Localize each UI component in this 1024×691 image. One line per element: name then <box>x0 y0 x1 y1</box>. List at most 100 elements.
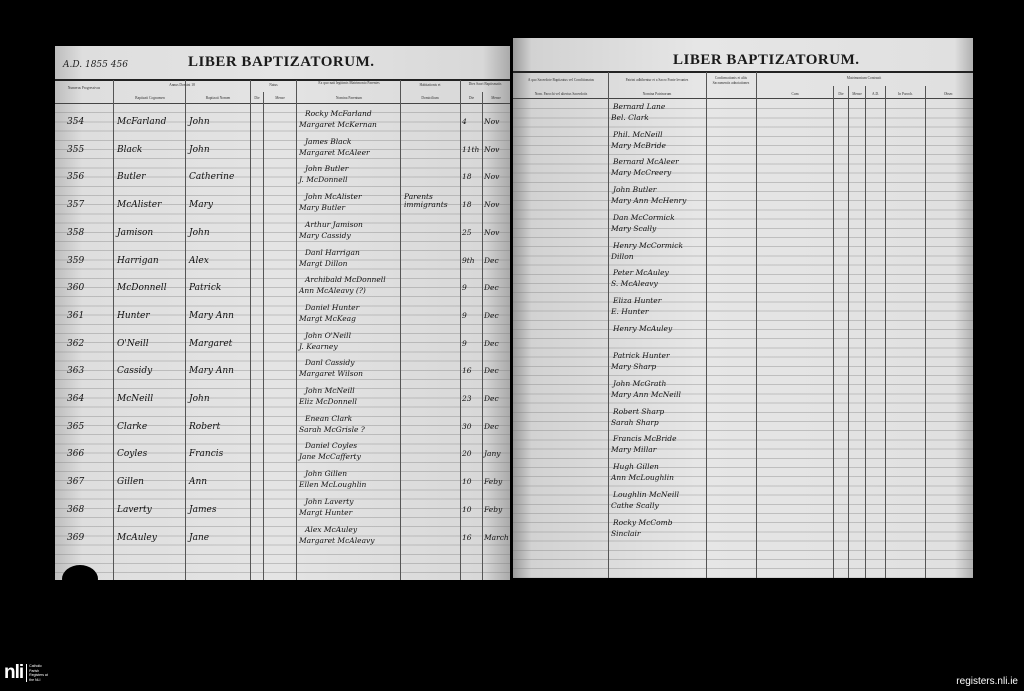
given-name: Robert <box>189 421 221 432</box>
father-name: Danl Harrigan <box>305 247 360 257</box>
godfather-name: Henry McAuley <box>613 323 673 333</box>
baptism-month: Feby <box>484 477 503 487</box>
surname: Black <box>117 144 143 155</box>
godmother-name: S. McAleavy <box>611 279 658 289</box>
header-natus: Natus <box>269 83 278 87</box>
residence: Parents immigrants <box>404 192 448 210</box>
godfather-name: Bernard Lane <box>613 102 666 111</box>
baptism-day: 20 <box>462 449 472 459</box>
entry-number: 357 <box>67 200 85 211</box>
mother-name: Ann McAleavy (?) <box>299 286 366 296</box>
header-cognomen: Baptizati Cognomen <box>135 96 165 100</box>
baptism-month: Dec <box>484 394 499 403</box>
godmother-name: Bel. Clark <box>611 113 649 122</box>
entry-number: 368 <box>67 504 85 515</box>
godfather-name: Loughlin McNeill <box>613 489 680 499</box>
godmother-name: Cathe Scally <box>611 500 659 510</box>
entry-number: 369 <box>67 532 85 543</box>
godmother-name: Mary McBride <box>611 140 666 150</box>
entry-number: 364 <box>67 394 85 404</box>
logo-mark: nli <box>4 662 24 683</box>
baptism-month: Dec <box>484 255 499 265</box>
given-name: Mary <box>189 200 213 211</box>
baptism-month: Nov <box>484 200 500 210</box>
entry-number: 354 <box>67 117 85 127</box>
column-divider <box>865 86 866 578</box>
header-paroch: In Paroch. <box>898 92 913 96</box>
entry-number: 365 <box>67 421 85 432</box>
godmother-name: Mary Scally <box>611 223 657 233</box>
baptism-day: 9th <box>462 255 475 265</box>
logo-text: Catholic Parish Registers at the NLI <box>26 664 51 682</box>
godfather-name: Phil. McNeill <box>613 129 663 139</box>
left-register-page: A.D. 1855 456 LIBER BAPTIZATORUM. Numeru… <box>55 46 510 580</box>
baptism-month: Dec <box>484 421 499 431</box>
surname: Laverty <box>117 504 152 515</box>
column-divider <box>848 86 849 578</box>
column-divider <box>833 86 834 578</box>
father-name: Daniel Coyles <box>305 441 358 451</box>
mother-name: Margaret McKernan <box>299 120 377 129</box>
baptism-month: Dec <box>484 366 499 376</box>
header-natus-die: Die <box>254 96 260 100</box>
baptism-month: Nov <box>484 172 500 182</box>
ink-blot <box>62 565 98 593</box>
surname: Clarke <box>117 421 148 432</box>
mother-name: J. McDonnell <box>299 175 348 185</box>
header-cum: Cum <box>791 92 799 96</box>
godfather-name: Francis McBride <box>613 434 677 444</box>
given-name: Catherine <box>189 172 235 183</box>
entry-number: 359 <box>67 255 85 266</box>
godfather-name: Eliza Hunter <box>613 295 662 305</box>
site-link[interactable]: registers.nli.ie <box>956 676 1018 687</box>
given-name: Alex <box>189 255 209 266</box>
nli-logo[interactable]: nli Catholic Parish Registers at the NLI <box>4 662 51 684</box>
entry-number: 366 <box>67 449 85 460</box>
given-name: Patrick <box>189 283 222 294</box>
surname: Jamison <box>117 227 154 238</box>
page-title: LIBER BAPTIZATORUM. <box>188 54 375 70</box>
father-name: John O'Neill <box>305 330 351 340</box>
godmother-name: Mary Ann McHenry <box>611 196 687 206</box>
header-annus: Annus Domini 18 <box>169 83 195 87</box>
header-top-rule <box>513 71 973 73</box>
baptism-day: 9 <box>462 338 467 348</box>
header-domicilium: Domicilium <box>421 96 439 100</box>
godfather-name: Hugh Gillen <box>613 462 659 472</box>
ruled-lines <box>55 104 510 580</box>
surname: Coyles <box>117 449 148 460</box>
godfather-name: Bernard McAleer <box>613 157 679 167</box>
godmother-name: Sarah Sharp <box>611 417 659 427</box>
father-name: John Gillen <box>305 469 348 479</box>
entry-number: 367 <box>67 477 85 488</box>
father-name: John McNeill <box>305 386 355 395</box>
father-name: James Black <box>305 136 352 146</box>
given-name: Jane <box>189 532 210 543</box>
father-name: Arthur Jamison <box>305 219 363 229</box>
mother-name: Margaret McAleavy <box>299 535 375 545</box>
mother-name: Margaret McAleer <box>299 147 370 157</box>
header-bottom-rule <box>513 98 973 99</box>
godfather-name: John Butler <box>613 185 657 195</box>
header-sacerdos: A quo Sacerdote Baptizatus vel Condition… <box>527 78 595 82</box>
mother-name: Eliz McDonnell <box>299 397 357 406</box>
column-divider <box>885 86 886 578</box>
baptism-day: 10 <box>462 504 472 514</box>
header-baptismatis: Dies Sacri Baptismatis <box>468 82 502 86</box>
baptism-day: 4 <box>462 117 467 126</box>
baptism-day: 18 <box>462 200 472 210</box>
surname: McAuley <box>117 532 157 543</box>
baptism-month: Dec <box>484 310 499 320</box>
column-divider <box>460 80 461 580</box>
baptism-day: 16 <box>462 532 472 542</box>
baptism-month: March <box>484 532 509 542</box>
header-die: Die <box>838 92 844 96</box>
header-bapt-mense: Mense <box>491 96 501 100</box>
column-divider <box>185 80 186 580</box>
surname: Cassidy <box>117 366 153 377</box>
entry-number: 361 <box>67 310 85 321</box>
column-divider <box>296 80 297 580</box>
header-mense: Mense <box>852 92 862 96</box>
surname: McFarland <box>117 117 167 127</box>
column-divider <box>400 80 401 580</box>
